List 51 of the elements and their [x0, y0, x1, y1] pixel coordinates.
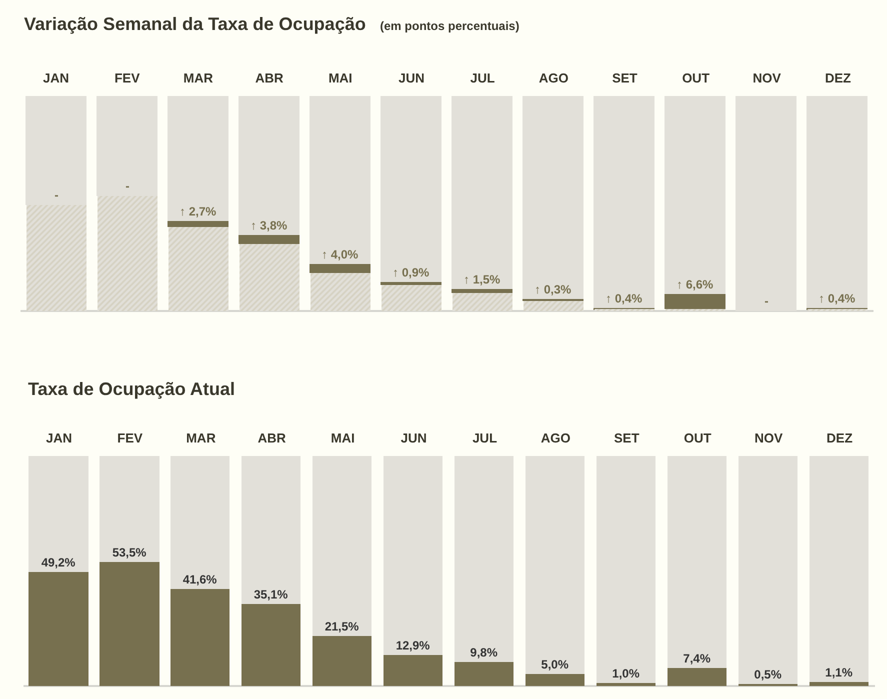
- data-label: ↑ 3,8%: [250, 218, 288, 232]
- x-tick-label: MAR: [183, 70, 214, 86]
- x-tick-label: JAN: [46, 430, 72, 446]
- data-label: ↑ 0,4%: [605, 292, 643, 306]
- x-tick-label: DEZ: [824, 70, 852, 86]
- text: -: [126, 178, 130, 193]
- data-label: ↑ 1,5%: [463, 272, 501, 286]
- data-label: ↑ 0,3%: [534, 282, 572, 296]
- x-tick-label: MAI: [328, 70, 352, 86]
- x-tick-label: MAR: [186, 430, 216, 446]
- data-label: 35,1%: [254, 588, 288, 602]
- data-label: 1,0%: [612, 666, 640, 680]
- data-label: 21,5%: [324, 620, 360, 634]
- x-tick-label: AGO: [540, 430, 571, 446]
- x-tick-label: NOV: [754, 430, 783, 446]
- x-tick-label: JAN: [43, 70, 70, 86]
- data-label: ↑ 0,4%: [818, 292, 856, 306]
- x-tick-label: OUT: [682, 70, 710, 86]
- x-tick-label: JUN: [400, 430, 427, 446]
- x-tick-label: AGO: [538, 70, 568, 86]
- x-tick-label: JUL: [470, 70, 495, 86]
- x-tick-label: SET: [614, 430, 640, 446]
- data-label: 41,6%: [182, 572, 218, 586]
- data-label: ↑ 4,0%: [321, 248, 359, 262]
- data-label: ↑ 0,9%: [392, 266, 430, 280]
- x-tick-label: ABR: [255, 70, 284, 86]
- data-label: 5,0%: [541, 658, 569, 672]
- data-label: 53,5%: [112, 546, 147, 560]
- x-tick-label: MAI: [330, 430, 355, 446]
- x-tick-label: FEV: [114, 70, 140, 86]
- x-tick-label: NOV: [752, 70, 782, 86]
- chart-subtitle: (em pontos percentuais): [380, 19, 520, 33]
- x-tick-label: JUN: [398, 70, 424, 86]
- chart-title: Taxa de Ocupação Atual: [28, 379, 236, 399]
- chart-title: Variação Semanal da Taxa de Ocupação: [24, 14, 366, 34]
- data-label: 12,9%: [396, 638, 430, 652]
- data-label: 7,4%: [683, 652, 711, 666]
- x-tick-label: FEV: [117, 430, 143, 446]
- x-tick-label: SET: [612, 70, 638, 86]
- text: -: [764, 294, 768, 308]
- x-tick-label: JUL: [472, 430, 498, 446]
- text: -: [54, 188, 58, 202]
- x-tick-label: OUT: [684, 430, 712, 446]
- data-label: 0,5%: [754, 668, 782, 682]
- data-label: 9,8%: [470, 646, 498, 660]
- data-label: 1,1%: [825, 666, 853, 680]
- x-tick-label: ABR: [258, 430, 287, 446]
- data-label: ↑ 2,7%: [179, 204, 217, 218]
- data-label: 49,2%: [41, 556, 76, 570]
- x-tick-label: DEZ: [826, 430, 853, 446]
- data-label: ↑ 6,6%: [676, 278, 714, 292]
